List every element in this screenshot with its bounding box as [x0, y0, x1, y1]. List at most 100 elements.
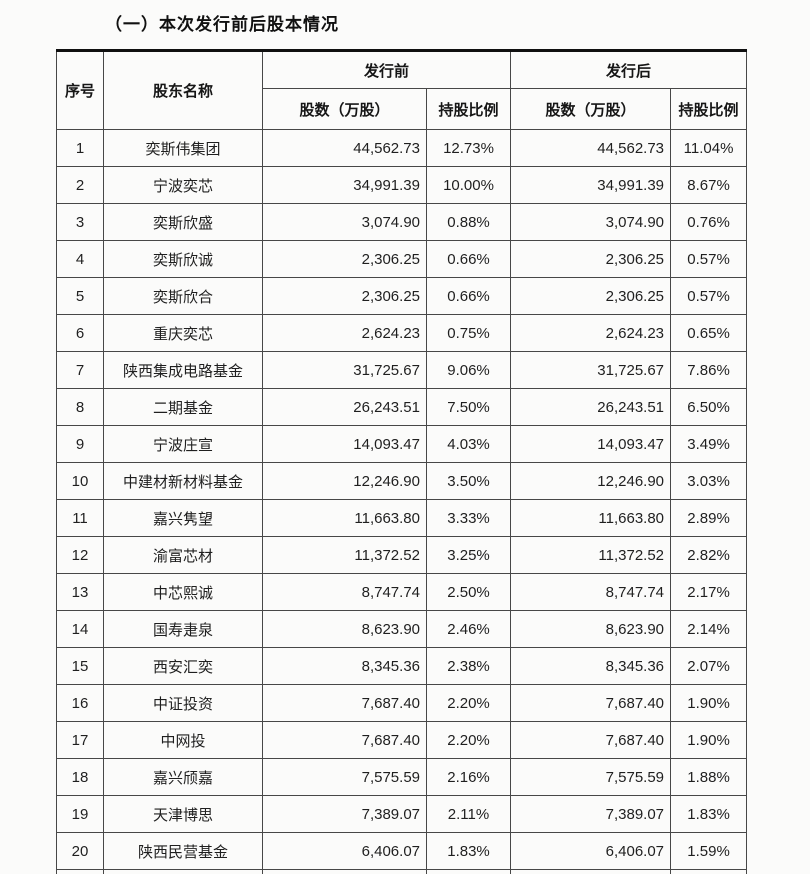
row-index-cell: 19 [56, 795, 104, 833]
shareholder-name-cell: 奕斯伟集团 [103, 129, 263, 167]
shares-after-cell: 14,093.47 [510, 425, 672, 463]
ratio-before-cell: 0.66% [425, 240, 512, 278]
row-index-cell: 20 [56, 832, 104, 870]
ratio-before-cell: 12.73% [425, 129, 512, 167]
shares-after-cell: 7,575.59 [510, 758, 672, 796]
shareholder-name-cell: 二期基金 [103, 388, 263, 426]
ratio-before-cell: 7.50% [425, 388, 512, 426]
shareholder-name-cell: 嘉兴颀嘉 [103, 758, 263, 796]
row-index-cell: 18 [56, 758, 104, 796]
shareholder-name-cell: 中芯熙诚 [103, 573, 263, 611]
ratio-before-cell: 2.46% [425, 610, 512, 648]
shares-before-cell: 2,306.25 [262, 277, 427, 315]
ratio-after-cell: 8.67% [670, 166, 748, 204]
empty-cell [425, 869, 512, 874]
ratio-after-cell: 3.49% [670, 425, 748, 463]
row-index-cell: 5 [56, 277, 104, 315]
table-row: 8 二期基金 26,243.51 7.50% 26,243.51 6.50% [56, 388, 748, 426]
table-row: 2 宁波奕芯 34,991.39 10.00% 34,991.39 8.67% [56, 166, 748, 204]
table-row: 20 陕西民营基金 6,406.07 1.83% 6,406.07 1.59% [56, 832, 748, 870]
ratio-before-cell: 10.00% [425, 166, 512, 204]
ratio-before-cell: 3.50% [425, 462, 512, 500]
shares-before-cell: 6,406.07 [262, 832, 427, 870]
table-row: 15 西安汇奕 8,345.36 2.38% 8,345.36 2.07% [56, 647, 748, 685]
ratio-after-cell: 1.59% [670, 832, 748, 870]
table-row: 17 中网投 7,687.40 2.20% 7,687.40 1.90% [56, 721, 748, 759]
ratio-before-cell: 2.50% [425, 573, 512, 611]
shareholder-name-cell: 宁波奕芯 [103, 166, 263, 204]
row-index-cell: 12 [56, 536, 104, 574]
shares-before-cell: 8,623.90 [262, 610, 427, 648]
table-header: 序号 股东名称 发行前 发行后 股数（万股） 持股比例 股数（万股） 持股比例 [56, 50, 748, 130]
row-index-cell: 2 [56, 166, 104, 204]
shareholder-name-cell: 奕斯欣盛 [103, 203, 263, 241]
shareholder-name-cell: 西安汇奕 [103, 647, 263, 685]
header-index: 序号 [56, 50, 104, 130]
row-index-cell: 9 [56, 425, 104, 463]
shareholder-name-cell: 宁波庄宣 [103, 425, 263, 463]
page-title: （一）本次发行前后股本情况 [105, 15, 339, 34]
empty-cell [56, 869, 104, 874]
shares-after-cell: 8,623.90 [510, 610, 672, 648]
ratio-after-cell: 0.76% [670, 203, 748, 241]
row-index-cell: 6 [56, 314, 104, 352]
shares-after-cell: 2,624.23 [510, 314, 672, 352]
row-index-cell: 7 [56, 351, 104, 389]
ratio-after-cell: 0.57% [670, 240, 748, 278]
shares-before-cell: 7,687.40 [262, 721, 427, 759]
empty-cell [103, 869, 263, 874]
shares-after-cell: 26,243.51 [510, 388, 672, 426]
table-row: 14 国寿疌泉 8,623.90 2.46% 8,623.90 2.14% [56, 610, 748, 648]
shares-after-cell: 7,687.40 [510, 721, 672, 759]
ratio-after-cell: 0.57% [670, 277, 748, 315]
ratio-before-cell: 0.75% [425, 314, 512, 352]
ratio-before-cell: 2.20% [425, 721, 512, 759]
shareholder-name-cell: 天津博思 [103, 795, 263, 833]
shares-before-cell: 3,074.90 [262, 203, 427, 241]
shares-before-cell: 2,624.23 [262, 314, 427, 352]
header-ratio-before: 持股比例 [425, 88, 512, 130]
shareholder-name-cell: 渝富芯材 [103, 536, 263, 574]
shareholder-name-cell: 中网投 [103, 721, 263, 759]
row-index-cell: 3 [56, 203, 104, 241]
ratio-after-cell: 2.14% [670, 610, 748, 648]
ratio-after-cell: 7.86% [670, 351, 748, 389]
share-capital-table: 序号 股东名称 发行前 发行后 股数（万股） 持股比例 股数（万股） 持股比例 … [56, 49, 748, 874]
ratio-before-cell: 2.38% [425, 647, 512, 685]
row-index-cell: 14 [56, 610, 104, 648]
row-index-cell: 17 [56, 721, 104, 759]
shares-before-cell: 34,991.39 [262, 166, 427, 204]
ratio-before-cell: 2.16% [425, 758, 512, 796]
ratio-after-cell: 1.90% [670, 721, 748, 759]
empty-cell [670, 869, 748, 874]
ratio-before-cell: 4.03% [425, 425, 512, 463]
shares-before-cell: 12,246.90 [262, 462, 427, 500]
shareholder-name-cell: 嘉兴隽望 [103, 499, 263, 537]
row-index-cell: 16 [56, 684, 104, 722]
ratio-after-cell: 1.88% [670, 758, 748, 796]
table-row: 19 天津博思 7,389.07 2.11% 7,389.07 1.83% [56, 795, 748, 833]
header-ratio-after: 持股比例 [670, 88, 748, 130]
shares-before-cell: 2,306.25 [262, 240, 427, 278]
ratio-before-cell: 0.66% [425, 277, 512, 315]
shares-after-cell: 7,389.07 [510, 795, 672, 833]
ratio-before-cell: 2.11% [425, 795, 512, 833]
shareholder-name-cell: 重庆奕芯 [103, 314, 263, 352]
shares-after-cell: 34,991.39 [510, 166, 672, 204]
empty-cell [262, 869, 427, 874]
header-shares-after: 股数（万股） [510, 88, 672, 130]
table-row: 7 陕西集成电路基金 31,725.67 9.06% 31,725.67 7.86% [56, 351, 748, 389]
table-row-cutoff [56, 869, 748, 874]
shareholder-name-cell: 奕斯欣诚 [103, 240, 263, 278]
ratio-before-cell: 1.83% [425, 832, 512, 870]
table-row: 13 中芯熙诚 8,747.74 2.50% 8,747.74 2.17% [56, 573, 748, 611]
table-row: 12 渝富芯材 11,372.52 3.25% 11,372.52 2.82% [56, 536, 748, 574]
row-index-cell: 8 [56, 388, 104, 426]
ratio-after-cell: 2.82% [670, 536, 748, 574]
table-row: 9 宁波庄宣 14,093.47 4.03% 14,093.47 3.49% [56, 425, 748, 463]
shareholder-name-cell: 奕斯欣合 [103, 277, 263, 315]
ratio-after-cell: 6.50% [670, 388, 748, 426]
row-index-cell: 15 [56, 647, 104, 685]
ratio-before-cell: 9.06% [425, 351, 512, 389]
